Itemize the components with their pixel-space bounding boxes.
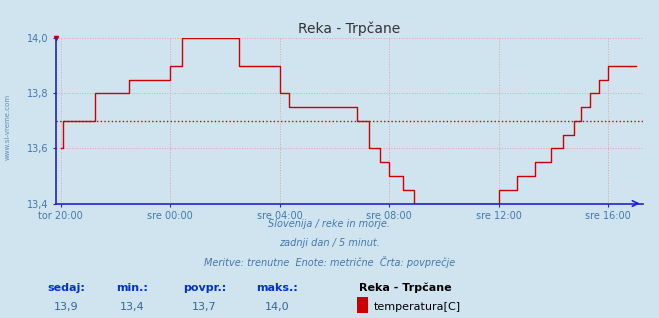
Text: povpr.:: povpr.:: [183, 283, 226, 293]
Text: 13,4: 13,4: [119, 302, 144, 312]
Text: Reka - Trpčane: Reka - Trpčane: [359, 282, 452, 293]
Text: 13,7: 13,7: [192, 302, 217, 312]
Text: Meritve: trenutne  Enote: metrične  Črta: povprečje: Meritve: trenutne Enote: metrične Črta: …: [204, 256, 455, 267]
Text: 14,0: 14,0: [264, 302, 289, 312]
Text: maks.:: maks.:: [256, 283, 298, 293]
Text: min.:: min.:: [116, 283, 148, 293]
Text: Slovenija / reke in morje.: Slovenija / reke in morje.: [268, 219, 391, 229]
Text: zadnji dan / 5 minut.: zadnji dan / 5 minut.: [279, 238, 380, 248]
Text: sedaj:: sedaj:: [47, 283, 85, 293]
Text: www.si-vreme.com: www.si-vreme.com: [4, 94, 11, 160]
Title: Reka - Trpčane: Reka - Trpčane: [298, 21, 401, 36]
Text: 13,9: 13,9: [53, 302, 78, 312]
Text: temperatura[C]: temperatura[C]: [374, 302, 461, 312]
